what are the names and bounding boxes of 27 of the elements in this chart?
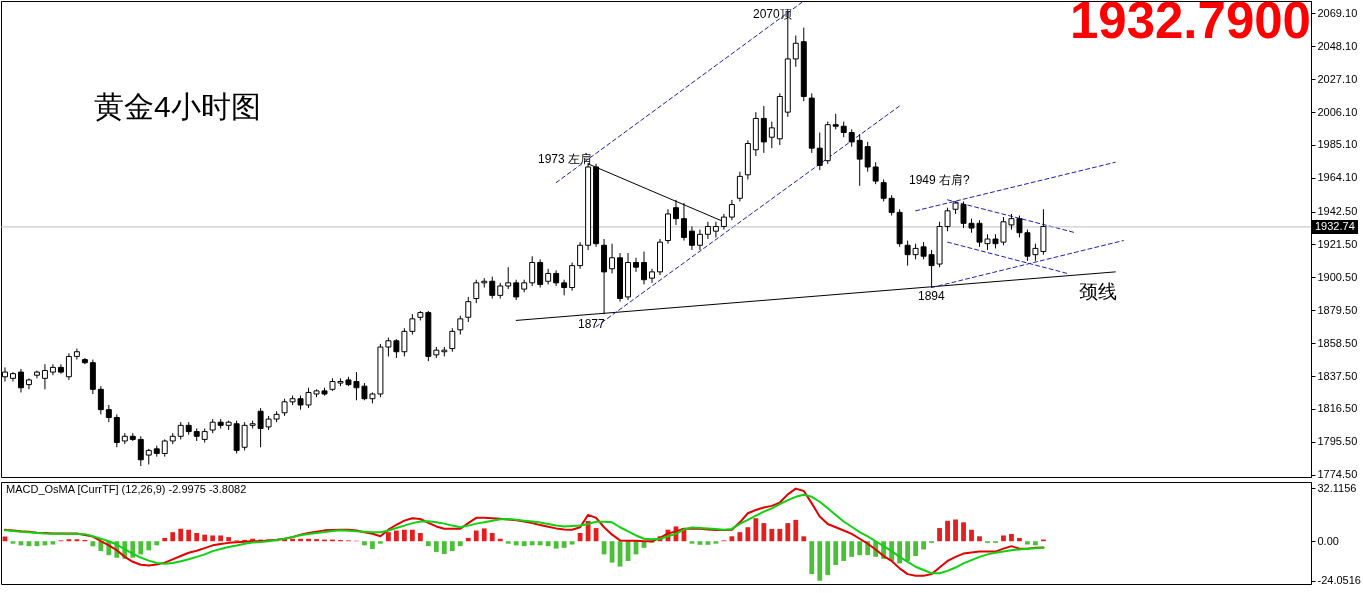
annotation: 1894: [918, 288, 946, 303]
y-tick-label: 1985.10: [1317, 138, 1358, 151]
y-tick-label: 1858.50: [1317, 336, 1358, 349]
y-tick-label: 2048.10: [1317, 39, 1358, 52]
y-tick-label: 1900.50: [1317, 270, 1358, 283]
y-tick-label: 1816.50: [1317, 402, 1358, 415]
text: 黄金4小时图: [94, 90, 261, 123]
annotation: 1877: [578, 317, 606, 332]
y-tick-label: 1774.50: [1317, 468, 1358, 481]
annotation: 颈线: [1079, 281, 1117, 302]
annotation: 1932.7900: [1069, 0, 1311, 49]
y-tick-label: 1921.50: [1317, 237, 1358, 250]
y-tick-label: 0.00: [1317, 534, 1339, 547]
annotation: 1973 左肩: [538, 152, 593, 166]
y-tick-label: 1942.50: [1317, 205, 1358, 218]
y-tick-label: 2006.10: [1317, 105, 1358, 118]
chart-title: MACD_OsMA [CurrTF] (12,26,9) -2.9975 -3.8082: [6, 483, 247, 495]
annotation: 1949 右肩?: [909, 173, 971, 188]
y-tick-label: 1879.50: [1317, 303, 1358, 316]
y-tick-label: 1795.50: [1317, 435, 1358, 448]
ref-line-label: 1932.74: [1315, 219, 1355, 232]
y-tick-label: 1964.10: [1317, 171, 1358, 184]
y-tick-label: 2027.10: [1317, 72, 1358, 85]
y-tick-label: -24.0516: [1317, 574, 1361, 587]
y-tick-label: 32.1156: [1317, 481, 1357, 494]
y-tick-label: 2069.10: [1317, 6, 1358, 19]
y-tick-label: 1837.50: [1317, 369, 1358, 382]
